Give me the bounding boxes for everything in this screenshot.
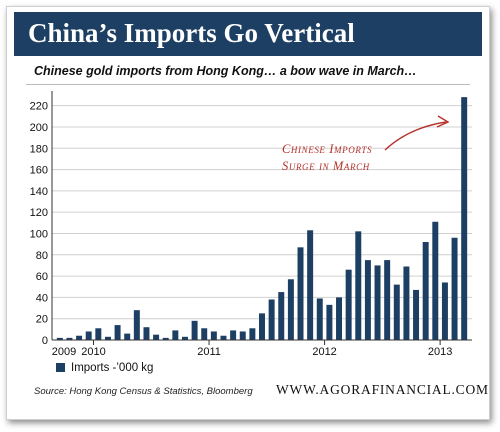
y-tick-label: 60 [36, 271, 48, 283]
bar [66, 337, 73, 340]
bar [133, 310, 140, 340]
y-tick-label: 20 [36, 314, 48, 326]
y-tick-label: 0 [42, 335, 48, 347]
bar [181, 336, 188, 340]
bar [432, 221, 439, 340]
legend-swatch [56, 363, 65, 372]
bar [374, 265, 381, 340]
y-tick-label: 220 [30, 101, 48, 113]
annotation-text: Chinese Imports [282, 142, 372, 156]
bar [307, 230, 314, 340]
bar [384, 260, 391, 340]
bar [114, 325, 121, 340]
bar [95, 328, 102, 340]
bar [441, 282, 448, 340]
title-banner: China’s Imports Go Vertical [14, 12, 482, 56]
bar [278, 292, 285, 340]
source-note: Source: Hong Kong Census & Statistics, B… [34, 386, 253, 397]
chart-title: China’s Imports Go Vertical [28, 18, 355, 48]
bar [239, 331, 246, 340]
bar [230, 330, 237, 340]
y-tick-label: 160 [30, 165, 48, 177]
legend: Imports -’000 kg [56, 362, 153, 374]
y-tick-label: 100 [30, 228, 48, 240]
bar [191, 320, 198, 340]
bar [249, 328, 256, 340]
bar [268, 299, 275, 340]
bars [56, 97, 468, 340]
chart-frame [6, 6, 490, 420]
bar [461, 97, 468, 340]
bar [220, 335, 227, 340]
annotation: Chinese Imports Surge in March [282, 115, 450, 173]
bar [345, 269, 352, 340]
bar [422, 242, 429, 340]
y-tick-label: 140 [30, 186, 48, 198]
bar [153, 334, 160, 340]
x-tick-label: 2011 [197, 346, 221, 358]
x-tick-label: 2010 [81, 346, 105, 358]
bar [403, 266, 410, 340]
bar [413, 289, 420, 340]
bar [259, 313, 265, 340]
bar [56, 337, 63, 340]
bar [336, 297, 343, 340]
y-tick-label: 180 [30, 143, 48, 155]
bar [172, 330, 179, 340]
y-tick-label: 80 [36, 250, 48, 262]
axes: 0 20 40 60 80 100 120 140 160 180 200 220 2009 2010 20… [30, 91, 472, 358]
bar [162, 337, 169, 340]
bar [104, 336, 111, 340]
y-tick-label: 200 [30, 122, 48, 134]
bar [297, 247, 304, 340]
bar [124, 333, 131, 340]
bar [316, 298, 323, 340]
website-credit: WWW.AGORAFINANCIAL.COM [276, 382, 489, 397]
x-tick-label: 2012 [312, 346, 336, 358]
bar [85, 331, 92, 340]
bar [355, 231, 362, 340]
annotation-text: Surge in March [282, 159, 370, 173]
bar [143, 327, 150, 340]
bar [210, 331, 217, 340]
chart-subtitle: Chinese gold imports from Hong Kong… a b… [34, 64, 417, 78]
bar [393, 284, 400, 340]
bar [326, 304, 333, 340]
x-tick-label: 2013 [428, 346, 452, 358]
y-tick-label: 120 [30, 207, 48, 219]
bar [287, 279, 294, 340]
annotation-arrowhead [436, 115, 450, 128]
bar [76, 335, 83, 340]
legend-label: Imports -’000 kg [71, 362, 154, 374]
x-tick-label: 2009 [52, 346, 76, 358]
subtitle-divider [26, 84, 470, 85]
y-tick-label: 40 [36, 292, 48, 304]
bar [364, 260, 371, 340]
annotation-arrow [384, 121, 447, 151]
bar [201, 328, 208, 340]
bar [451, 237, 458, 340]
